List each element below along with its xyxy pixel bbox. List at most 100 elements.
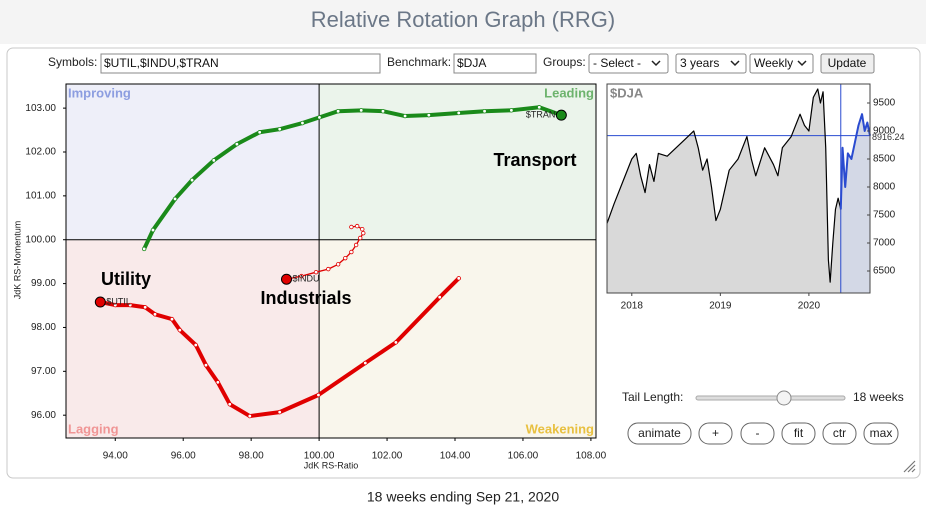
y-tick-label: 7500 [873,210,896,221]
tail-point [456,110,461,116]
tail-slider-knob[interactable] [776,390,792,406]
control-button[interactable] [740,422,775,445]
tail-point [509,108,514,113]
tail-point [313,269,319,275]
y-tick-label: 8500 [873,154,896,165]
tail-point [257,130,262,135]
annotation: Utility [101,269,151,289]
tail-point [227,402,232,407]
tail-point [177,327,183,333]
quadrant [319,239,596,438]
tail-point [482,108,487,114]
series-name: $UTIL [106,296,131,306]
area-fill [607,88,841,293]
tail-point [277,126,282,132]
y-tick-label: 99.00 [31,278,56,289]
plot-frame [65,83,597,439]
tail-point [343,255,348,261]
tail-point [537,105,542,110]
x-tick-label: 94.00 [103,451,128,462]
period-select[interactable] [675,53,747,74]
tail-point [300,120,305,126]
tail-point [215,380,221,385]
resize-grip[interactable] [903,460,916,473]
groups-select[interactable] [588,53,669,74]
control-button[interactable] [698,422,733,445]
tail-point [234,141,240,147]
tail-point [317,115,322,120]
tail-point [349,249,354,255]
tail-head [94,296,106,308]
tail-point [353,242,359,248]
groups-value: - Select - [593,56,641,70]
control-button-label: animate [638,426,681,440]
tail-point [437,294,442,300]
x-tick-label: 108.00 [576,451,607,462]
tail-point [128,302,133,308]
x-tick-label: 106.00 [508,451,539,462]
x-tick-label: 2020 [798,301,821,312]
tail-point [359,108,364,113]
tail-point [380,108,386,114]
quadrant-label: Leading [544,85,594,100]
symbols-value: $UTIL,$INDU,$TRAN [104,56,219,70]
y-tick-label: 8000 [873,182,896,193]
tail-point [150,227,156,233]
x-tick-label: 104.00 [440,451,471,462]
control-button[interactable] [781,422,816,445]
update-label: Update [828,56,867,70]
tail-point [169,316,175,322]
y-tick-label: 6500 [873,266,896,277]
tail-point [361,230,366,236]
control-button-label: fit [794,426,804,440]
tail-point [211,158,216,163]
tail-point [426,112,432,118]
tail-point [172,196,178,202]
symbols-input[interactable] [100,53,381,74]
control-button[interactable] [627,422,692,445]
tail-point [316,392,321,398]
y-tick-label: 101.00 [25,190,56,201]
tail-point [247,413,253,419]
tail-slider-track[interactable] [695,395,846,401]
x-axis-title: JdK RS-Ratio [304,460,359,470]
tail-point [402,113,408,119]
y-axis-title: JdK RS-Momentum [12,221,22,300]
quadrant-label: Improving [68,85,131,100]
x-tick-label: 100.00 [304,451,335,462]
y-tick-label: 97.00 [31,366,56,377]
tail-point [456,276,461,281]
dropdown-arrow [651,60,661,67]
tail-point [335,108,341,114]
tail-label: Tail Length: [622,390,683,404]
benchmark-input[interactable] [453,53,537,74]
x-tick-label: 96.00 [171,451,196,462]
control-button[interactable] [822,422,857,445]
frequency-select[interactable] [749,53,814,74]
frequency-value: Weekly [754,56,793,70]
tail-line [142,105,564,251]
tail-point [363,360,368,366]
tail-point [335,262,341,267]
x-tick-label: 102.00 [372,451,403,462]
header-bar [0,0,926,44]
last-value-label: 8916.24 [872,132,905,142]
dropdown-arrow [730,60,740,67]
dropdown-arrow [797,60,807,67]
tail-head [280,273,292,285]
benchmark-value: $DJA [457,56,486,70]
control-button[interactable] [863,422,899,445]
y-tick-label: 9000 [873,126,896,137]
y-tick-label: 100.00 [25,234,56,245]
groups-label: Groups: [543,55,586,69]
x-tick-label: 2019 [709,301,732,312]
annotation: Industrials [260,288,351,308]
quadrant [66,239,320,438]
price-line [839,113,871,210]
tail-point [203,362,209,368]
y-tick-label: 96.00 [31,410,56,421]
tail-point [113,302,118,308]
update-button[interactable] [820,53,875,74]
page-title: Relative Rotation Graph (RRG) [311,7,615,32]
